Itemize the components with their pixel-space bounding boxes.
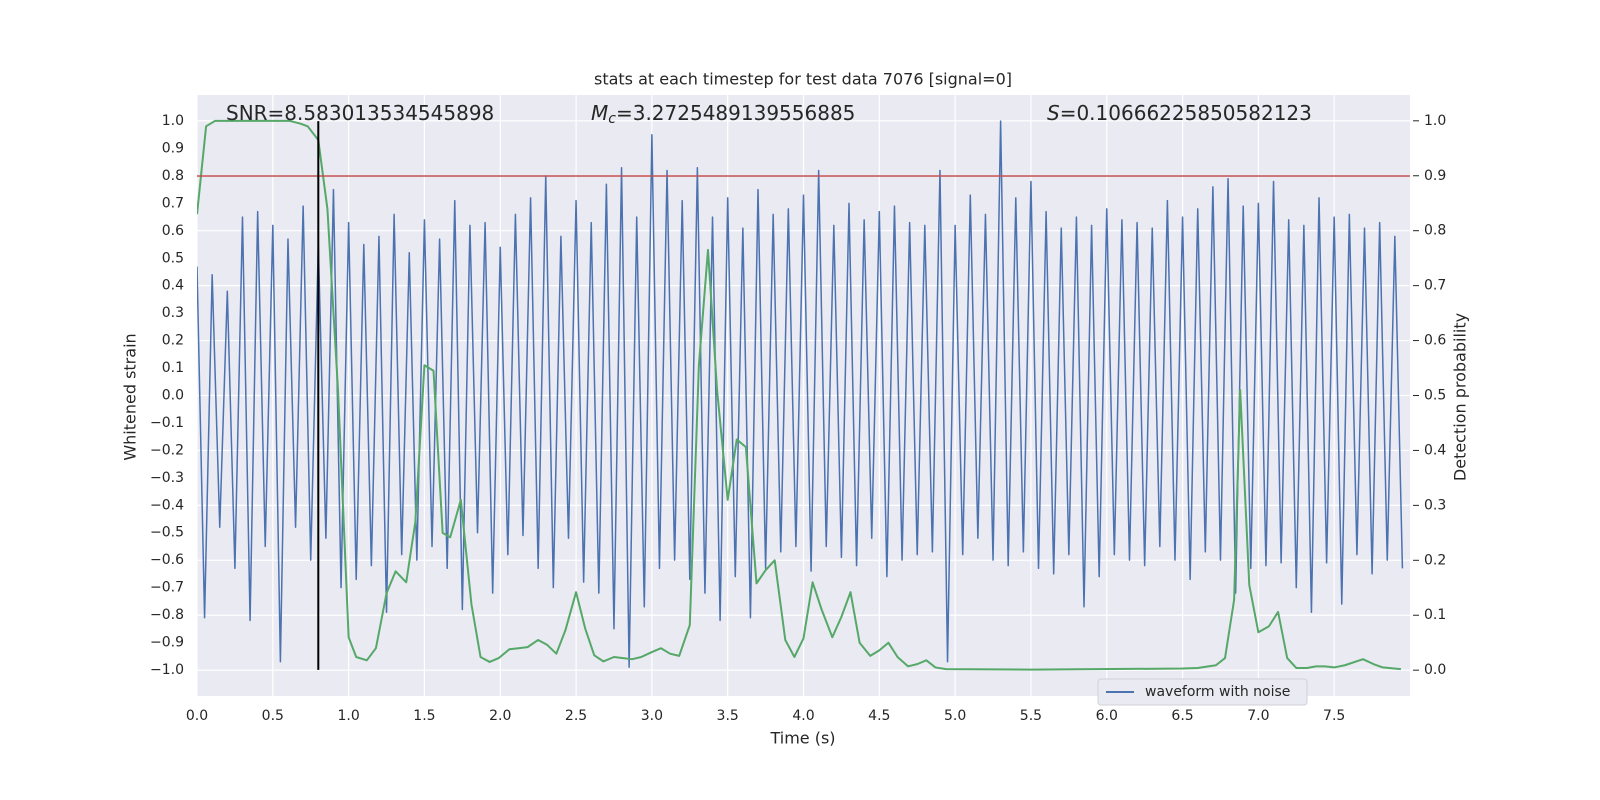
y2-tick-label: 0.6 <box>1424 333 1446 349</box>
x-axis-label: Time (s) <box>769 729 835 748</box>
y-tick-label: 0.6 <box>162 223 184 239</box>
x-tick-label: 2.5 <box>565 708 587 724</box>
y2-tick-label: 0.4 <box>1424 442 1446 458</box>
annotation-symbol: M <box>591 101 608 125</box>
y-tick-label: −0.2 <box>150 442 184 458</box>
y2-tick-label: 0.3 <box>1424 497 1446 513</box>
x-tick-label: 7.0 <box>1247 708 1269 724</box>
y-tick-label: 0.1 <box>162 360 184 376</box>
y2-tick-label: 1.0 <box>1424 113 1446 129</box>
y-axis-label: Whitened strain <box>121 333 140 460</box>
x-tick-label: 7.5 <box>1323 708 1345 724</box>
y2-tick-label: 0.0 <box>1424 662 1446 678</box>
y-tick-label: 0.4 <box>162 278 184 294</box>
x-tick-label: 5.0 <box>944 708 966 724</box>
y-tick-label: −0.6 <box>150 552 184 568</box>
y-tick-label: 0.5 <box>162 250 184 266</box>
annotation-symbol: S <box>1047 101 1060 125</box>
annotation-text: SNR=8.583013534545898 <box>226 101 494 125</box>
y-tick-label: −0.4 <box>150 497 184 513</box>
annotation: SNR=8.583013534545898 <box>226 101 494 125</box>
y-tick-label: 1.0 <box>162 113 184 129</box>
x-tick-label: 4.5 <box>868 708 890 724</box>
y2-tick-label: 0.1 <box>1424 607 1446 623</box>
x-tick-label: 5.5 <box>1020 708 1042 724</box>
x-tick-label: 3.0 <box>641 708 663 724</box>
waveform-line <box>197 120 1404 668</box>
x-tick-label: 6.5 <box>1171 708 1193 724</box>
y-tick-label: −0.8 <box>150 607 184 623</box>
y2-axis-label: Detection probability <box>1451 313 1470 481</box>
y-tick-label: 0.7 <box>162 195 184 211</box>
y-tick-label: 0.2 <box>162 333 184 349</box>
x-tick-label: 3.5 <box>717 708 739 724</box>
y-tick-label: −0.3 <box>150 470 184 486</box>
legend-label: waveform with noise <box>1145 684 1290 700</box>
y-tick-label: −0.7 <box>150 580 184 596</box>
plot-clip-group <box>197 119 1410 671</box>
y-tick-label: 0.9 <box>162 141 184 157</box>
x-tick-label: 0.5 <box>262 708 284 724</box>
annotation: Mc=3.2725489139556885 <box>591 101 855 128</box>
y2-tick-label: 0.2 <box>1424 552 1446 568</box>
x-tick-label: 6.0 <box>1096 708 1118 724</box>
x-tick-label: 1.5 <box>413 708 435 724</box>
x-tick-label: 1.0 <box>337 708 359 724</box>
y2-tick-label: 0.9 <box>1424 168 1446 184</box>
x-tick-label: 4.0 <box>792 708 814 724</box>
x-tick-label: 2.0 <box>489 708 511 724</box>
y2-tick-label: 0.8 <box>1424 223 1446 239</box>
y-tick-label: −0.5 <box>150 525 184 541</box>
annotation-subscript: c <box>608 111 616 127</box>
y-tick-label: 0.3 <box>162 305 184 321</box>
annotation: S=0.10666225850582123 <box>1047 101 1312 125</box>
x-tick-label: 0.0 <box>186 708 208 724</box>
probability-line <box>197 119 1401 671</box>
annotation-text: =3.2725489139556885 <box>616 101 855 125</box>
legend-box <box>1097 678 1308 706</box>
y2-tick-label: 0.7 <box>1424 278 1446 294</box>
legend: waveform with noise <box>1097 678 1308 706</box>
y2-tick-label: 0.5 <box>1424 388 1446 404</box>
y-tick-label: −1.0 <box>150 662 184 678</box>
y-tick-label: −0.1 <box>150 415 184 431</box>
annotation-text: =0.10666225850582123 <box>1060 101 1312 125</box>
chart-title: stats at each timestep for test data 707… <box>594 70 1012 89</box>
y-tick-label: −0.9 <box>150 634 184 650</box>
y-tick-label: 0.8 <box>162 168 184 184</box>
y-tick-label: 0.0 <box>162 388 184 404</box>
